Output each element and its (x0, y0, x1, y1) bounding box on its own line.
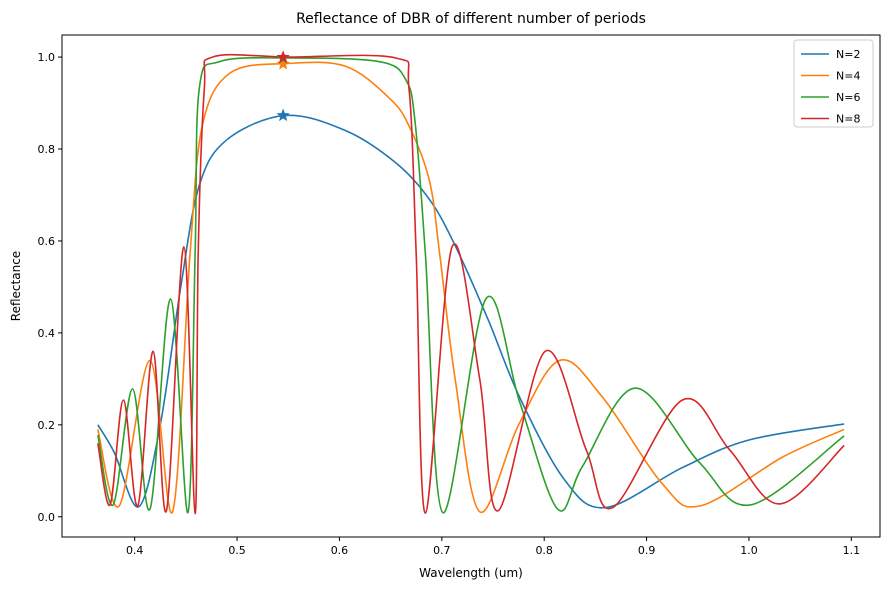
x-tick-label: 1.1 (843, 544, 861, 557)
peak-star-marker (276, 56, 290, 70)
legend-label: N=8 (836, 113, 860, 126)
x-tick-label: 0.7 (433, 544, 451, 557)
y-tick-label: 1.0 (38, 51, 56, 64)
y-tick-label: 0.0 (38, 511, 56, 524)
series-line-n2 (97, 114, 845, 509)
series-line-n4 (97, 61, 845, 514)
series-line-n6 (97, 56, 845, 514)
legend-label: N=4 (836, 70, 860, 83)
x-tick-label: 0.9 (638, 544, 656, 557)
y-tick-label: 0.8 (38, 143, 56, 156)
x-tick-label: 1.0 (740, 544, 758, 557)
y-tick-label: 0.6 (38, 235, 56, 248)
plot-lines (97, 53, 845, 515)
y-tick-label: 0.2 (38, 419, 56, 432)
x-axis-label: Wavelength (um) (419, 566, 523, 580)
x-tick-label: 0.6 (331, 544, 349, 557)
legend-box (793, 39, 874, 128)
peak-star-marker (276, 50, 290, 63)
series-line-n8 (97, 53, 845, 515)
chart-title: Reflectance of DBR of different number o… (296, 11, 646, 27)
plot-frame (61, 34, 881, 538)
y-tick-label: 0.4 (38, 327, 56, 340)
legend-label: N=2 (836, 48, 860, 61)
peak-star-marker (276, 108, 290, 122)
legend-label: N=6 (836, 91, 860, 104)
y-axis-label: Reflectance (9, 251, 23, 321)
legend: N=2 N=4 N=6 N=8 (793, 39, 874, 128)
y-axis-ticks: 0.0 0.2 0.4 0.6 0.8 1.0 (38, 51, 62, 524)
x-tick-label: 0.8 (535, 544, 553, 557)
x-tick-label: 0.4 (126, 544, 144, 557)
peak-markers (276, 50, 290, 122)
x-axis-ticks: 0.4 0.5 0.6 0.7 0.8 0.9 1.0 1.1 (126, 537, 860, 557)
x-tick-label: 0.5 (228, 544, 246, 557)
